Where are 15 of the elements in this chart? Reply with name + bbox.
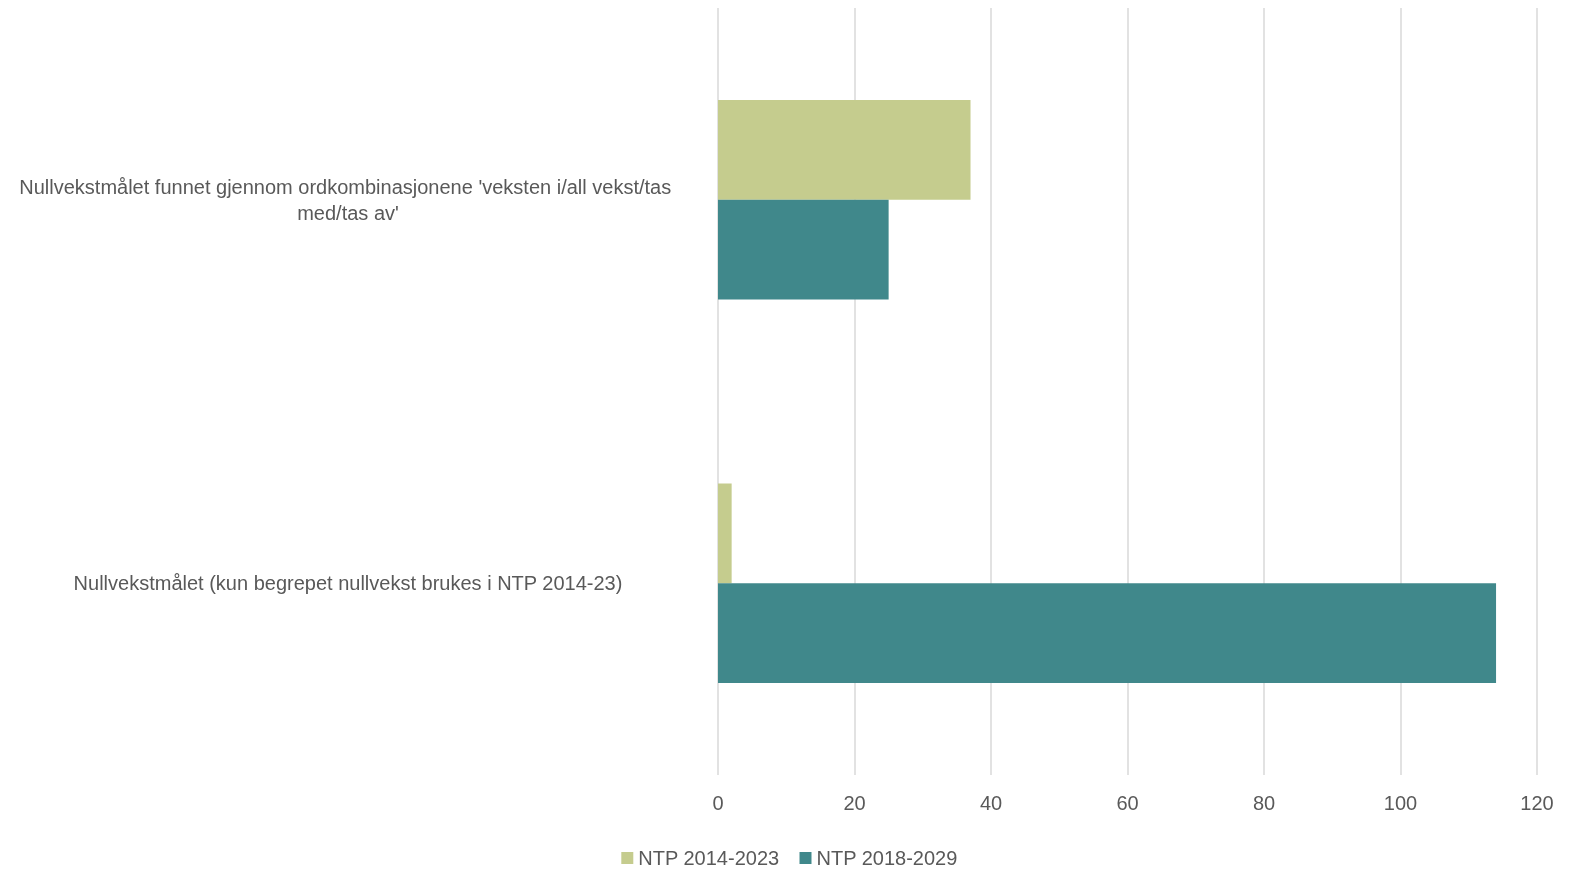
bar [718,100,971,200]
x-tick-label: 20 [843,792,866,814]
bar [718,483,732,584]
bar [718,199,889,300]
x-tick-label: 80 [1252,792,1276,814]
bar [718,583,1497,683]
y-tick-label: Nullvekstmålet (kun begrepet nullvekst brukes i NTP 2014-23) [73,572,623,595]
legend-label: NTP 2014-2023 [638,847,780,869]
legend-label: NTP 2018-2029 [816,847,958,869]
x-tick-label: 120 [1520,792,1554,814]
x-tick-label: 60 [1116,792,1139,814]
y-tick-label: Nullvekstmålet funnet gjennom ordkombinasjonene 'veksten i/all vekst/tas med/tas av' [19,175,677,224]
x-tick-label: 100 [1383,792,1418,814]
x-tick-label: 0 [712,792,724,814]
x-tick-label: 40 [979,792,1003,814]
